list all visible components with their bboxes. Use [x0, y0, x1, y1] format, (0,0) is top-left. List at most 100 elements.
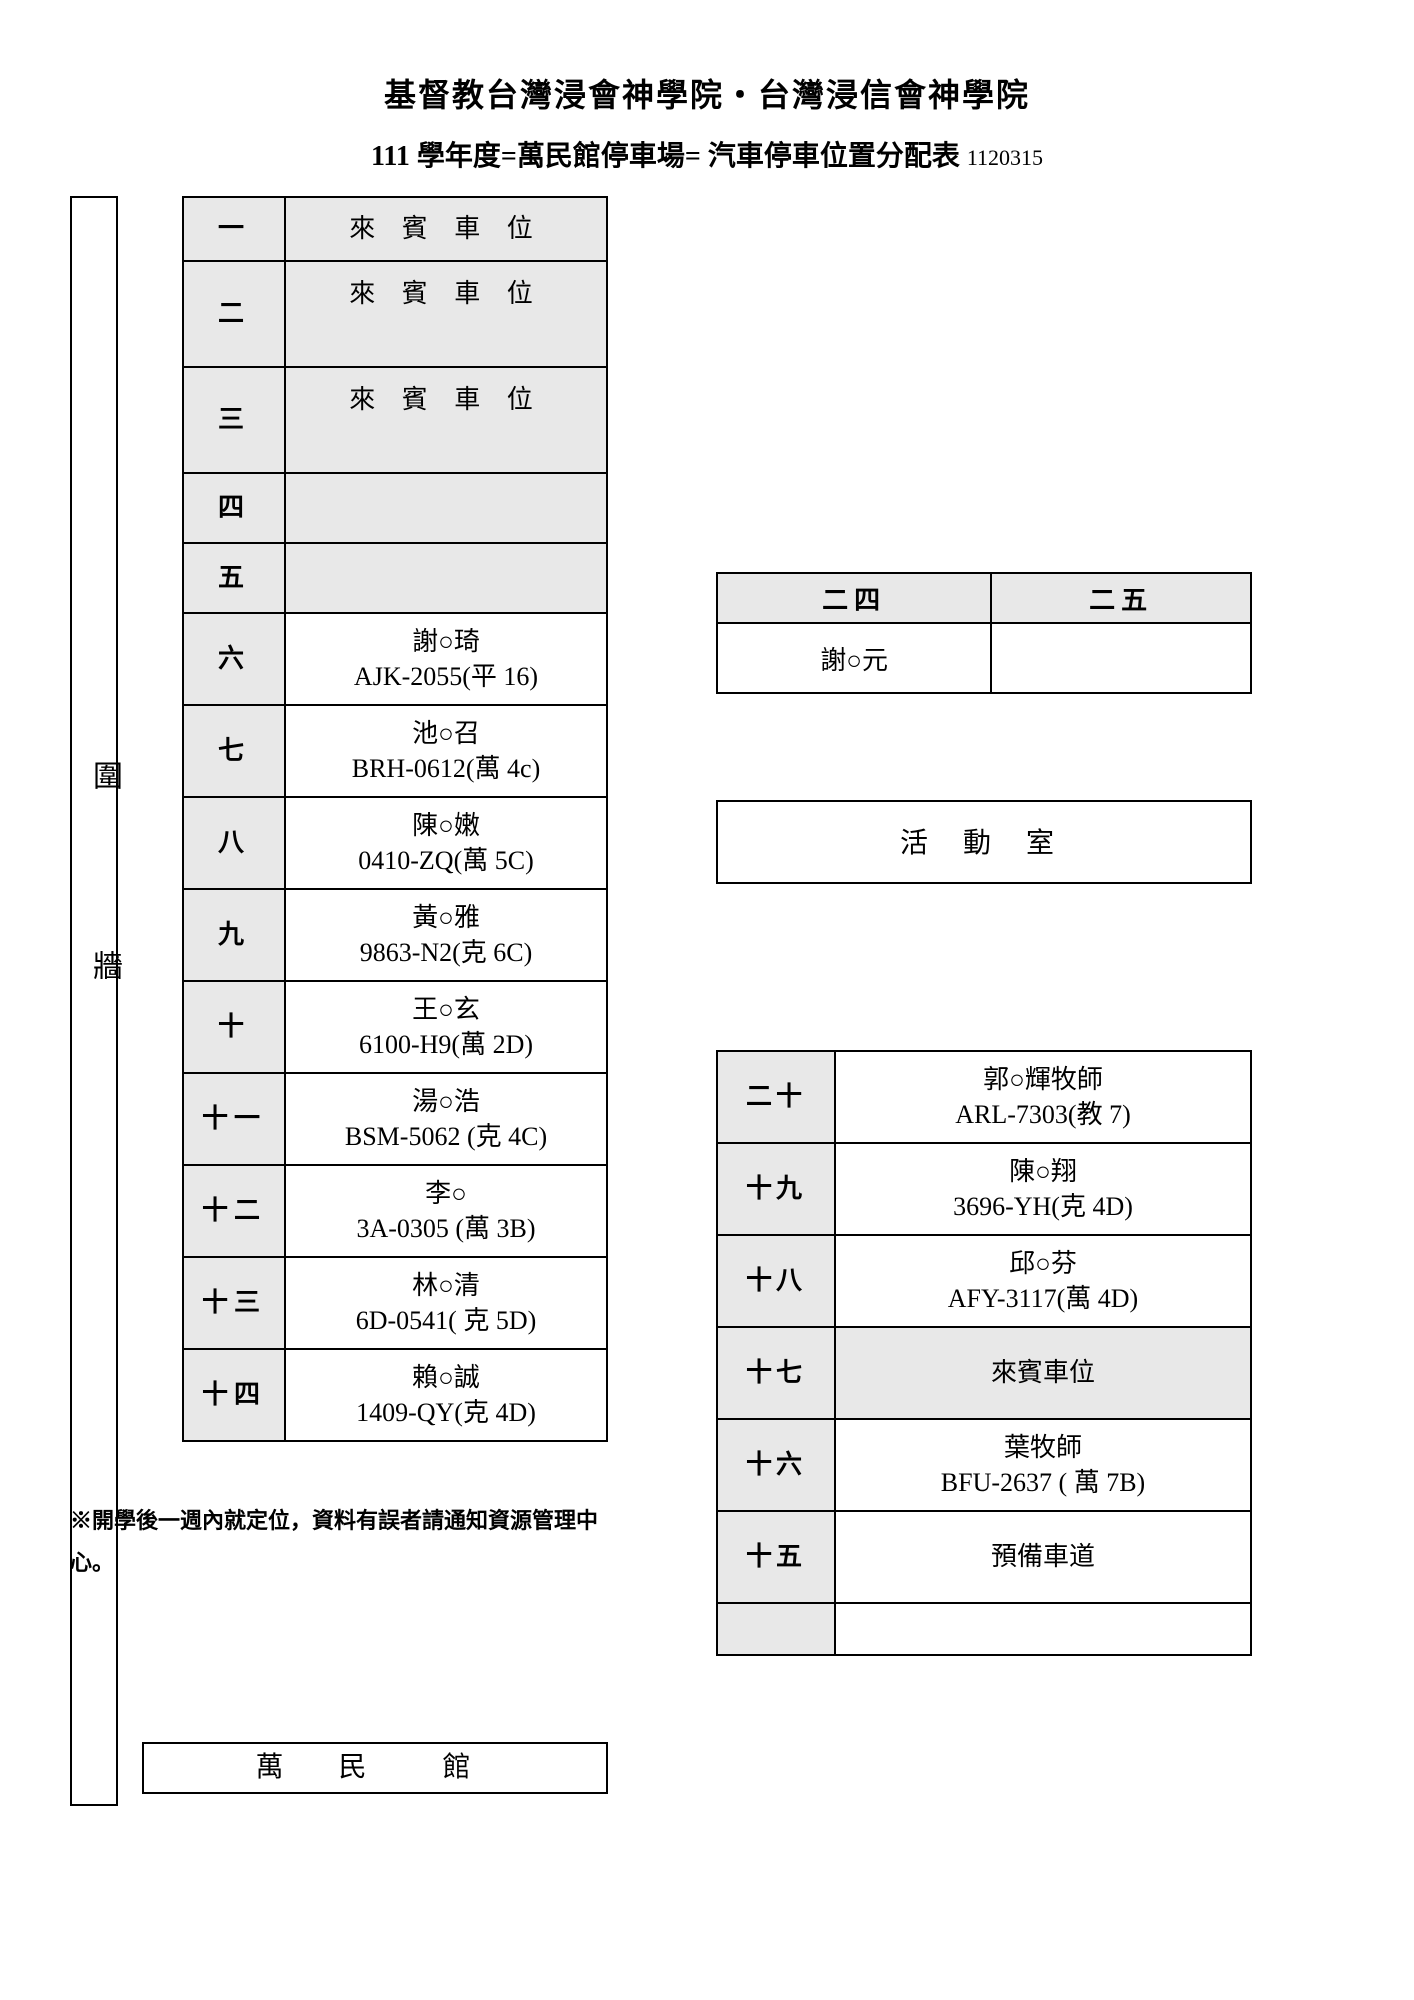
spot-number: 八 — [183, 797, 285, 889]
plate-number: 6100-H9(萬 2D) — [286, 1027, 606, 1062]
spot-content: 李○3A-0305 (萬 3B) — [285, 1165, 607, 1257]
plate-number: 6D-0541( 克 5D) — [286, 1303, 606, 1338]
plate-number: 3696-YH(克 4D) — [836, 1189, 1250, 1224]
table-row: 三來 賓 車 位 — [183, 367, 607, 473]
wanmin-hall-label: 萬 民 館 — [142, 1742, 608, 1794]
table-row: 十八邱○芬AFY-3117(萬 4D) — [717, 1235, 1251, 1327]
spot-content — [285, 543, 607, 613]
assignee-name: 池○召 — [286, 716, 606, 751]
table-24-25: 二四 二五 謝○元 — [716, 572, 1252, 694]
table-row: 十六葉牧師BFU-2637 ( 萬 7B) — [717, 1419, 1251, 1511]
assignee-name: 王○玄 — [286, 992, 606, 1027]
spot-content: 來賓車位 — [835, 1327, 1251, 1419]
spot-content: 來 賓 車 位 — [285, 367, 607, 473]
table-row: 十四賴○誠1409-QY(克 4D) — [183, 1349, 607, 1441]
table-row: 十三林○清6D-0541( 克 5D) — [183, 1257, 607, 1349]
spot-content: 邱○芬AFY-3117(萬 4D) — [835, 1235, 1251, 1327]
spot-number: 二十 — [717, 1051, 835, 1143]
spot-number: 三 — [183, 367, 285, 473]
spot-content: 葉牧師BFU-2637 ( 萬 7B) — [835, 1419, 1251, 1511]
spot-number: 十五 — [717, 1511, 835, 1603]
assignee-name: 湯○浩 — [286, 1084, 606, 1119]
plate-number: AFY-3117(萬 4D) — [836, 1281, 1250, 1316]
plate-number: 9863-N2(克 6C) — [286, 935, 606, 970]
spot-content: 預備車道 — [835, 1511, 1251, 1603]
left-parking-table: 一來 賓 車 位二來 賓 車 位三來 賓 車 位四五六謝○琦AJK-2055(平… — [182, 196, 608, 1442]
spot-number — [717, 1603, 835, 1655]
spot-content: 賴○誠1409-QY(克 4D) — [285, 1349, 607, 1441]
spot-content: 黃○雅9863-N2(克 6C) — [285, 889, 607, 981]
table-row — [717, 1603, 1251, 1655]
spot-number: 十七 — [717, 1327, 835, 1419]
footnote: ※開學後一週內就定位，資料有誤者請通知資源管理中心。 — [70, 1500, 614, 1584]
plate-number: BRH-0612(萬 4c) — [286, 751, 606, 786]
cell-25 — [991, 623, 1251, 693]
assignee-name: 李○ — [286, 1176, 606, 1211]
spot-number: 十二 — [183, 1165, 285, 1257]
spot-number: 六 — [183, 613, 285, 705]
assignee-name: 林○清 — [286, 1268, 606, 1303]
spot-number: 一 — [183, 197, 285, 261]
col-25-header: 二五 — [991, 573, 1251, 623]
table-row: 二來 賓 車 位 — [183, 261, 607, 367]
header: 基督教台灣浸會神學院・台灣浸信會神學院 111 學年度=萬民館停車場= 汽車停車… — [0, 0, 1414, 174]
table-row: 八陳○嫩0410-ZQ(萬 5C) — [183, 797, 607, 889]
plate-number: ARL-7303(教 7) — [836, 1097, 1250, 1132]
table-row: 四 — [183, 473, 607, 543]
spot-content: 郭○輝牧師ARL-7303(教 7) — [835, 1051, 1251, 1143]
assignee-name: 黃○雅 — [286, 900, 606, 935]
plate-number: 3A-0305 (萬 3B) — [286, 1211, 606, 1246]
right-parking-table: 二十郭○輝牧師ARL-7303(教 7)十九陳○翔3696-YH(克 4D)十八… — [716, 1050, 1252, 1656]
assignee-name: 賴○誠 — [286, 1360, 606, 1395]
assignee-name: 陳○嫩 — [286, 808, 606, 843]
title-line-2: 111 學年度=萬民館停車場= 汽車停車位置分配表 1120315 — [0, 134, 1414, 174]
table-row: 十五預備車道 — [717, 1511, 1251, 1603]
plate-number: 0410-ZQ(萬 5C) — [286, 843, 606, 878]
spot-content: 來 賓 車 位 — [285, 197, 607, 261]
spot-content: 來 賓 車 位 — [285, 261, 607, 367]
table-row: 二十郭○輝牧師ARL-7303(教 7) — [717, 1051, 1251, 1143]
spot-number: 五 — [183, 543, 285, 613]
spot-number: 十一 — [183, 1073, 285, 1165]
spot-number: 十八 — [717, 1235, 835, 1327]
spot-number: 九 — [183, 889, 285, 981]
spot-content — [285, 473, 607, 543]
table-row: 七池○召BRH-0612(萬 4c) — [183, 705, 607, 797]
table-row: 十九陳○翔3696-YH(克 4D) — [717, 1143, 1251, 1235]
assignee-name: 陳○翔 — [836, 1154, 1250, 1189]
spot-number: 十 — [183, 981, 285, 1073]
table-row: 十王○玄6100-H9(萬 2D) — [183, 981, 607, 1073]
spot-number: 十四 — [183, 1349, 285, 1441]
plate-number: BSM-5062 (克 4C) — [286, 1119, 606, 1154]
spot-number: 十九 — [717, 1143, 835, 1235]
spot-content: 池○召BRH-0612(萬 4c) — [285, 705, 607, 797]
assignee-name: 葉牧師 — [836, 1430, 1250, 1465]
spot-content: 林○清6D-0541( 克 5D) — [285, 1257, 607, 1349]
activity-room-label: 活 動 室 — [716, 800, 1252, 884]
spot-content: 王○玄6100-H9(萬 2D) — [285, 981, 607, 1073]
col-24-header: 二四 — [717, 573, 991, 623]
table-row: 十二李○3A-0305 (萬 3B) — [183, 1165, 607, 1257]
spot-content — [835, 1603, 1251, 1655]
spot-number: 四 — [183, 473, 285, 543]
spot-content: 陳○嫩0410-ZQ(萬 5C) — [285, 797, 607, 889]
table-row: 六謝○琦AJK-2055(平 16) — [183, 613, 607, 705]
plate-number: 1409-QY(克 4D) — [286, 1395, 606, 1430]
spot-content: 湯○浩BSM-5062 (克 4C) — [285, 1073, 607, 1165]
assignee-name: 謝○琦 — [286, 624, 606, 659]
spot-number: 二 — [183, 261, 285, 367]
table-row: 一來 賓 車 位 — [183, 197, 607, 261]
wall-label: 圍牆 — [82, 760, 126, 1140]
spot-content: 謝○琦AJK-2055(平 16) — [285, 613, 607, 705]
table-row: 五 — [183, 543, 607, 613]
spot-content: 陳○翔3696-YH(克 4D) — [835, 1143, 1251, 1235]
title-line-1: 基督教台灣浸會神學院・台灣浸信會神學院 — [0, 70, 1414, 116]
plate-number: BFU-2637 ( 萬 7B) — [836, 1465, 1250, 1500]
assignee-name: 郭○輝牧師 — [836, 1062, 1250, 1097]
plate-number: AJK-2055(平 16) — [286, 659, 606, 694]
assignee-name: 邱○芬 — [836, 1246, 1250, 1281]
spot-number: 十三 — [183, 1257, 285, 1349]
spot-number: 十六 — [717, 1419, 835, 1511]
table-row: 十七來賓車位 — [717, 1327, 1251, 1419]
table-row: 九黃○雅9863-N2(克 6C) — [183, 889, 607, 981]
